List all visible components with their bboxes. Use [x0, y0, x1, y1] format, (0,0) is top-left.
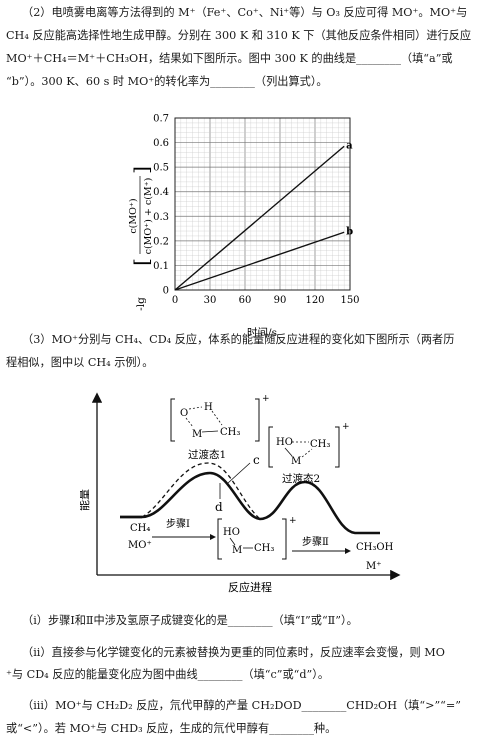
- ylabel-prefix: -lg: [135, 297, 147, 311]
- series-line-b: [174, 231, 345, 291]
- reactant-ch4: CH₄: [130, 523, 150, 534]
- y-tick-label: 0.7: [153, 114, 169, 125]
- y-tick-label: 0.6: [153, 138, 169, 149]
- ts1-atom-ch3: CH₃: [220, 427, 240, 438]
- x-tick-label: 120: [305, 295, 324, 306]
- ts2-atom-ch3: CH₃: [310, 439, 330, 450]
- ylabel-bracket-right: ]: [129, 166, 153, 174]
- ts1-atom-m: M: [192, 429, 202, 440]
- y-tick-label: 0.4: [153, 187, 169, 198]
- chart-grid: [174, 117, 351, 291]
- plot-frame: [174, 117, 351, 291]
- q2-line-3: MO⁺＋CH₄＝M⁺＋CH₃OH，结果如下图所示。图中 300 K 的曲线是__…: [6, 52, 453, 65]
- q3-i-line: （i）步骤Ⅰ和Ⅱ中涉及氢原子成键变化的是________（填“Ⅰ”或“Ⅱ”）。: [22, 614, 358, 627]
- svg-text:+: +: [342, 422, 350, 432]
- chart-axes: [174, 117, 351, 291]
- curve-d-label: d: [215, 500, 223, 514]
- svg-text:+: +: [289, 516, 297, 526]
- chart-y-axis-label: -lg [ c(MO⁺) c(MO⁺) + c(M⁺) ]: [128, 166, 154, 311]
- x-tick-label: 150: [340, 295, 359, 306]
- chart-x-axis-label: 时间/s: [247, 326, 277, 339]
- q2-line-2: CH₄ 反应能高选择性地生成甲醇。分别在 300 K 和 310 K 下（其他反…: [6, 29, 472, 42]
- energy-x-label: 反应进程: [228, 580, 272, 594]
- series-line-a: [174, 145, 345, 291]
- x-tick-label: 90: [274, 295, 287, 306]
- y-tick-label: 0: [163, 286, 169, 297]
- ts1-label: 过渡态1: [188, 448, 226, 461]
- x-tick-label: 60: [239, 295, 252, 306]
- y-tick-label: 0.5: [153, 163, 169, 174]
- q3-iii-line-2: 或“<”）。若 MO⁺与 CHD₃ 反应，生成的氘代甲醇有________种。: [6, 722, 337, 735]
- ylabel-numerator: c(MO⁺): [128, 198, 139, 233]
- series-label-a: a: [346, 140, 353, 151]
- curve-c-pointer: [227, 462, 251, 484]
- ts1-structure: + O H M CH₃: [170, 394, 270, 442]
- q3-iii-line-1: （iii）MO⁺与 CH₂D₂ 反应，氘代甲醇的产量 CH₂DOD_______…: [22, 699, 461, 712]
- curve-c-label: c: [253, 453, 260, 467]
- energy-diagram: 能量 反应进程 c d + O H M CH₃ 过渡态1 + HO CH₃ M …: [80, 392, 401, 594]
- x-tick-label: 0: [172, 295, 178, 306]
- q3-line-1: （3）MO⁺分别与 CH₄、CD₄ 反应，体系的能量随反应进程的变化如下图所示（…: [22, 333, 455, 346]
- product-ch3oh: CH₃OH: [356, 542, 394, 553]
- step1-label: 步骤Ⅰ: [166, 518, 190, 530]
- product-m: M⁺: [366, 561, 382, 572]
- reactant-mo: MO⁺: [128, 540, 152, 551]
- int-atom-ch3: CH₃: [254, 543, 274, 554]
- chart-series: ab: [174, 140, 353, 291]
- energy-curve-c: [141, 462, 261, 520]
- y-tick-label: 0.1: [153, 261, 169, 272]
- series-label-b: b: [346, 226, 353, 237]
- ylabel-denominator: c(MO⁺) + c(M⁺): [143, 178, 154, 255]
- x-tick-label: 30: [204, 295, 217, 306]
- energy-y-label: 能量: [80, 489, 91, 511]
- y-tick-label: 0.2: [153, 236, 169, 247]
- q2-line-4: “b”）。300 K、60 s 时 MO⁺的转化率为________（列出算式）…: [6, 75, 328, 88]
- q2-line-1: （2）电喷雾电离等方法得到的 M⁺（Fe⁺、Co⁺、Ni⁺等）与 O₃ 反应可得…: [22, 6, 468, 19]
- int-atom-ho: HO: [223, 527, 240, 538]
- energy-curve-d: [120, 471, 380, 535]
- svg-text:+: +: [262, 394, 270, 404]
- ts2-atom-ho: HO: [276, 437, 293, 448]
- ts2-atom-m: M: [291, 456, 301, 467]
- ts1-atom-h: H: [204, 402, 213, 413]
- ylabel-bracket-left: [: [129, 258, 153, 266]
- q3-line-2: 程相似，图中以 CH₄ 示例）。: [6, 356, 154, 369]
- step2-label: 步骤Ⅱ: [302, 536, 329, 548]
- y-tick-label: 0.3: [153, 212, 169, 223]
- q3-ii-line-2: ⁺与 CD₄ 反应的能量变化应为图中曲线________（填“c”或“d”）。: [6, 668, 330, 681]
- intermediate-structure: + HO M CH₃: [217, 516, 297, 560]
- ts2-structure: + HO CH₃ M: [268, 422, 350, 468]
- q3-ii-line-1: （ii）直接参与化学键变化的元素被替换为更重的同位素时，反应速率会变慢，则 MO: [22, 646, 445, 659]
- ts2-label: 过渡态2: [282, 472, 320, 485]
- ts1-atom-o: O: [180, 408, 188, 419]
- chart-tick-labels: 0 30 60 90 120 150 0 0.1 0.2 0.3 0.4 0.5 0.6 0.7: [153, 114, 359, 307]
- int-atom-m: M: [232, 545, 242, 556]
